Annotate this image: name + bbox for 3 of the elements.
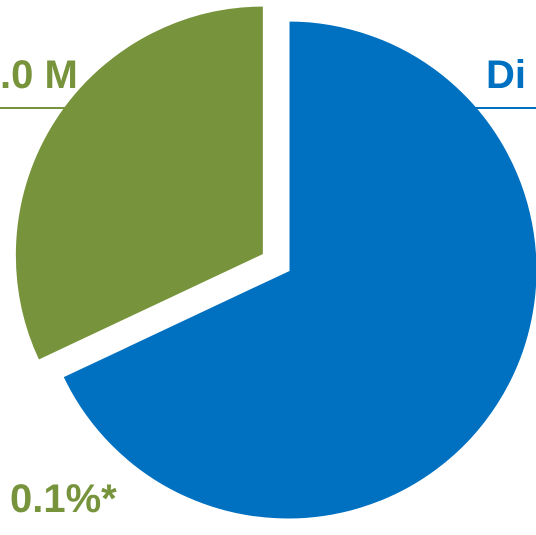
text: .0 M (0, 53, 78, 97)
text: 0.1%* (10, 477, 118, 521)
text: Di (486, 53, 526, 97)
